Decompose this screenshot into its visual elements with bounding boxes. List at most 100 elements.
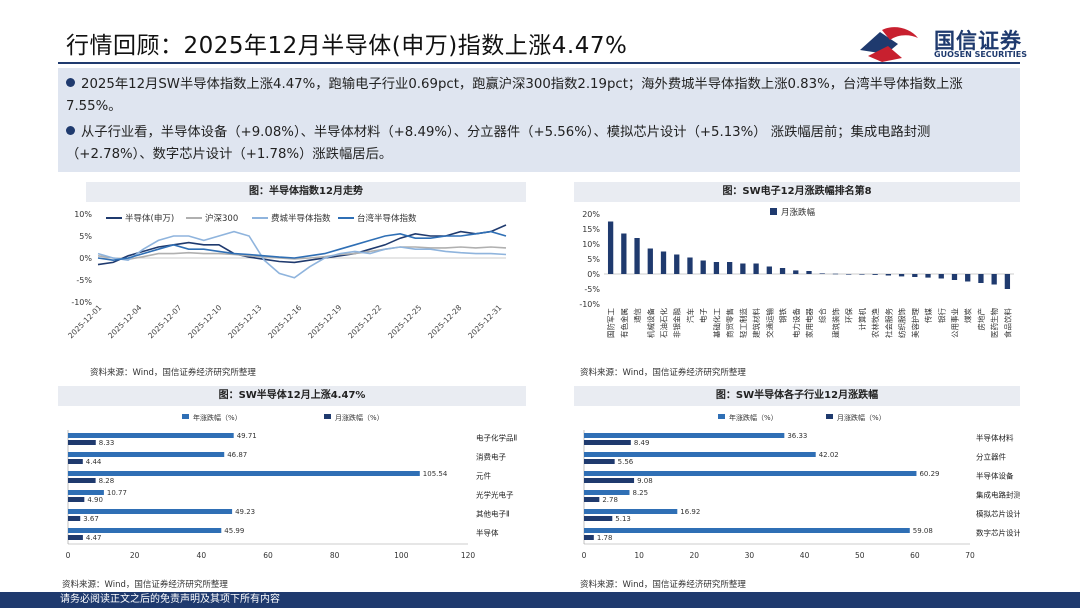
bar xyxy=(68,509,233,514)
bar xyxy=(68,433,234,438)
panel-title-sub: 图：SW半导体各子行业12月涨跌幅 xyxy=(574,386,1020,406)
legend-label: 月涨跌幅（%） xyxy=(335,413,384,422)
data-label: 9.08 xyxy=(637,477,653,485)
bar xyxy=(687,257,693,274)
bar xyxy=(584,516,613,521)
bar xyxy=(584,459,615,464)
series-line xyxy=(97,230,507,262)
x-tick-label: 2025-12-13 xyxy=(226,303,263,340)
x-tick-label: 2025-12-07 xyxy=(146,303,183,340)
data-label: 36.33 xyxy=(787,432,807,440)
x-tick-label: 100 xyxy=(394,551,409,560)
category-label: 电子化学品Ⅱ xyxy=(476,432,517,442)
x-tick-label: 农林牧渔 xyxy=(870,308,880,338)
category-label: 元件 xyxy=(476,470,491,480)
category-label: 分立器件 xyxy=(976,451,1006,461)
data-label: 8.49 xyxy=(634,439,650,447)
x-tick-label: 2025-12-25 xyxy=(386,303,423,340)
guosen-logo-icon xyxy=(860,27,918,62)
bar xyxy=(621,233,627,274)
data-label: 4.90 xyxy=(87,496,103,504)
bar xyxy=(766,266,772,274)
bar xyxy=(925,274,931,278)
bar xyxy=(647,248,653,274)
x-tick-label: 综合 xyxy=(817,308,827,323)
x-tick-label: 食品饮料 xyxy=(1002,308,1012,338)
bar xyxy=(584,440,631,445)
bar-chart-sw-semiconductor: 年涨跌幅（%） 月涨跌幅（%） 0 20 40 60 80 100 120 电子化学品Ⅱ 49.71… xyxy=(66,413,518,560)
bar xyxy=(1004,274,1011,289)
bar xyxy=(951,274,958,280)
x-tick-label: 建筑材料 xyxy=(751,308,761,338)
panel-title-semi: 图：SW半导体12月上涨4.47% xyxy=(58,386,526,406)
bar xyxy=(68,497,85,502)
bar xyxy=(660,251,667,274)
bullet-dot-icon xyxy=(66,78,75,87)
category-label: 集成电路封测 xyxy=(976,489,1020,499)
bar xyxy=(713,262,720,274)
category-label: 消费电子 xyxy=(476,451,506,461)
x-tick-label: 石油石化 xyxy=(659,308,669,338)
category-label: 半导体材料 xyxy=(976,432,1014,442)
data-label: 60.29 xyxy=(919,470,939,478)
bar xyxy=(607,221,614,274)
y-tick-label: 10% xyxy=(74,210,92,219)
bar xyxy=(859,274,865,275)
x-tick-label: 50 xyxy=(855,551,865,560)
x-tick-label: 美容护理 xyxy=(910,308,920,338)
data-label: 49.71 xyxy=(237,432,257,440)
title-divider xyxy=(58,62,1020,64)
bar xyxy=(584,509,678,514)
data-label: 49.23 xyxy=(235,508,255,516)
bar xyxy=(872,274,878,275)
y-tick-label: 10% xyxy=(582,240,600,249)
source-note-2: 资料来源：Wind，国信证券经济研究所整理 xyxy=(580,368,746,378)
y-tick-label: 0% xyxy=(587,270,600,279)
x-tick-label: 有色金属 xyxy=(619,308,629,338)
bar xyxy=(584,490,630,495)
bar xyxy=(885,274,891,276)
legend-label: 半导体(申万) xyxy=(125,213,174,224)
bar xyxy=(584,471,917,476)
panel-title-trend: 图：半导体指数12月走势 xyxy=(86,182,526,202)
bar xyxy=(700,260,706,274)
panel-title-rank: 图：SW电子12月涨跌幅排名第8 xyxy=(574,182,1020,202)
bar xyxy=(68,471,420,476)
series-line xyxy=(97,230,507,279)
legend-label: 台湾半导体指数 xyxy=(357,213,417,224)
legend-swatch xyxy=(826,414,833,419)
x-tick-label: 商贸零售 xyxy=(725,308,735,338)
legend-label: 年涨跌幅（%） xyxy=(193,413,242,422)
category-label: 半导体 xyxy=(476,527,499,537)
source-note-3: 资料来源：Wind，国信证券经济研究所整理 xyxy=(62,580,228,590)
x-tick-label: 计算机 xyxy=(857,308,867,331)
x-tick-label: 2025-12-31 xyxy=(466,303,503,340)
logo-text-en: GUOSEN SECURITIES xyxy=(934,50,1027,59)
legend-label: 月涨跌幅 xyxy=(781,207,816,218)
bullet-dot-icon xyxy=(66,126,75,135)
y-tick-label: -10% xyxy=(579,300,600,309)
bar xyxy=(793,270,799,274)
y-tick-label: -10% xyxy=(71,298,92,307)
bar-chart-semiconductor-subsectors: 年涨跌幅（%） 月涨跌幅（%） 0 10 20 30 40 50 60 70 半导体材料 36.33 8… xyxy=(582,413,1020,560)
data-label: 46.87 xyxy=(227,451,247,459)
bar xyxy=(727,262,733,274)
x-tick-label: 家用电器 xyxy=(804,308,814,338)
category-label: 数字芯片设计 xyxy=(976,527,1020,537)
bar xyxy=(779,268,786,274)
data-label: 8.33 xyxy=(99,439,115,447)
x-tick-label: 非银金融 xyxy=(672,308,682,338)
data-label: 16.92 xyxy=(680,508,700,516)
source-note-4: 资料来源：Wind，国信证券经济研究所整理 xyxy=(580,580,746,590)
bar xyxy=(938,274,944,279)
x-tick-label: 通信 xyxy=(632,308,642,323)
bar xyxy=(584,478,635,483)
series-line xyxy=(97,246,507,261)
x-tick-label: 电力设备 xyxy=(791,308,801,338)
bar xyxy=(832,273,839,275)
data-label: 5.56 xyxy=(618,458,634,466)
summary-bullet-2-text: 从子行业看，半导体设备（+9.08%）、半导体材料（+8.49%）、分立器件（+… xyxy=(66,125,931,162)
bar xyxy=(912,274,918,277)
x-tick-label: 60 xyxy=(263,551,273,560)
